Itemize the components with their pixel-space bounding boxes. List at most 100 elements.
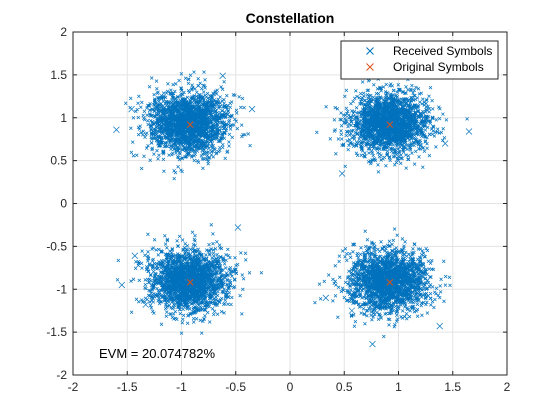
received-symbol-point: [406, 87, 410, 92]
received-symbol-point: [354, 128, 359, 132]
received-symbol-point: [364, 103, 369, 108]
received-symbol-point: [344, 88, 349, 93]
received-symbol-point: [416, 105, 420, 109]
received-symbol-point: [347, 143, 351, 148]
received-symbol-point: [368, 146, 372, 151]
received-symbol-point: [430, 107, 435, 111]
received-symbol-point: [430, 98, 434, 103]
received-symbol-point: [335, 107, 340, 111]
received-symbol-point: [359, 153, 364, 158]
received-symbol-point: [425, 146, 429, 150]
received-symbol-point: [366, 147, 371, 151]
received-symbol-point: [344, 133, 349, 138]
received-symbol-point: [346, 147, 350, 152]
received-symbol-point: [392, 163, 397, 167]
received-symbol-point: [358, 91, 363, 96]
received-symbol-point: [424, 97, 429, 102]
received-symbol-point: [393, 154, 397, 159]
received-symbol-point: [439, 130, 444, 135]
received-symbol-point: [423, 139, 428, 143]
received-symbol-point: [352, 96, 357, 101]
received-symbol-point: [388, 158, 392, 163]
received-symbol-point: [343, 164, 347, 169]
received-symbol-point: [401, 150, 406, 154]
received-symbol-point: [438, 106, 442, 111]
received-symbol-point: [345, 109, 350, 114]
received-symbol-point: [341, 113, 346, 117]
received-symbol-point: [365, 88, 370, 93]
received-symbol-point: [409, 88, 413, 93]
received-symbol-point: [409, 87, 413, 92]
received-symbol-point: [396, 83, 401, 87]
received-symbol-point: [354, 151, 359, 155]
received-symbol-point: [465, 117, 469, 121]
received-symbol-point: [354, 105, 359, 110]
data-points: [113, 49, 473, 348]
received-symbol-point: [395, 157, 400, 161]
received-symbol-point: [380, 142, 384, 146]
received-symbol-point: [343, 94, 347, 99]
received-symbol-point: [424, 101, 428, 106]
received-symbol-point: [339, 137, 344, 141]
received-symbol-point: [376, 150, 380, 155]
received-symbol-point: [425, 108, 429, 112]
received-symbol-point: [387, 155, 392, 160]
received-symbol-point: [378, 86, 382, 91]
received-symbol-point: [339, 118, 344, 122]
received-symbol-point: [416, 86, 421, 91]
received-symbol-point: [340, 143, 344, 147]
received-symbol-point: [358, 102, 362, 106]
received-symbol-point: [345, 139, 349, 143]
received-symbol-point: [362, 99, 367, 103]
received-symbol-point: [375, 141, 380, 146]
received-symbol-point: [441, 126, 445, 131]
received-symbol-point: [419, 118, 424, 123]
received-symbol-point: [423, 128, 428, 132]
received-symbol-point: [360, 149, 365, 153]
received-symbol-point: [391, 143, 396, 147]
received-symbol-point: [352, 137, 357, 141]
received-symbol-point: [406, 157, 411, 162]
received-symbol-point: [339, 129, 343, 133]
received-symbol-point: [420, 102, 424, 106]
received-symbol-point: [427, 153, 432, 158]
received-symbol-point: [339, 123, 344, 128]
received-symbol-point: [419, 91, 424, 95]
received-symbol-point: [355, 153, 360, 158]
received-symbol-point: [400, 156, 404, 161]
received-symbol-point: [421, 111, 425, 116]
received-symbol-point: [347, 133, 352, 137]
received-symbol-point: [354, 89, 358, 93]
received-symbol-point: [398, 161, 403, 166]
received-symbol-point: [365, 93, 370, 97]
received-symbol-point: [413, 97, 418, 102]
received-symbol-point: [418, 147, 423, 151]
received-symbol-point: [336, 137, 341, 141]
received-symbol-point: [401, 90, 405, 95]
received-symbol-point: [328, 137, 333, 141]
received-symbol-point: [427, 110, 431, 114]
received-symbol-point: [347, 113, 351, 117]
received-symbol-point: [377, 152, 382, 156]
received-symbol-point: [360, 95, 364, 100]
received-symbol-point: [361, 91, 366, 95]
received-symbol-point: [425, 141, 429, 146]
received-symbol-point: [422, 100, 426, 105]
received-symbol-point: [349, 114, 353, 119]
received-symbol-point: [371, 153, 375, 158]
received-symbol-point: [374, 91, 379, 96]
received-symbol-point: [384, 163, 388, 168]
received-symbol-point: [435, 127, 440, 131]
received-symbol-point: [437, 131, 442, 135]
received-symbol-point: [358, 134, 362, 139]
received-symbol-point: [346, 124, 350, 129]
received-symbol-point: [379, 158, 383, 162]
received-symbol-point: [377, 154, 382, 159]
received-symbol-point: [366, 88, 371, 92]
received-symbol-point: [413, 103, 418, 107]
received-symbol-point: [355, 115, 360, 119]
received-symbol-point: [428, 85, 433, 90]
received-symbol-point: [399, 137, 403, 142]
received-symbol-point: [404, 91, 408, 95]
